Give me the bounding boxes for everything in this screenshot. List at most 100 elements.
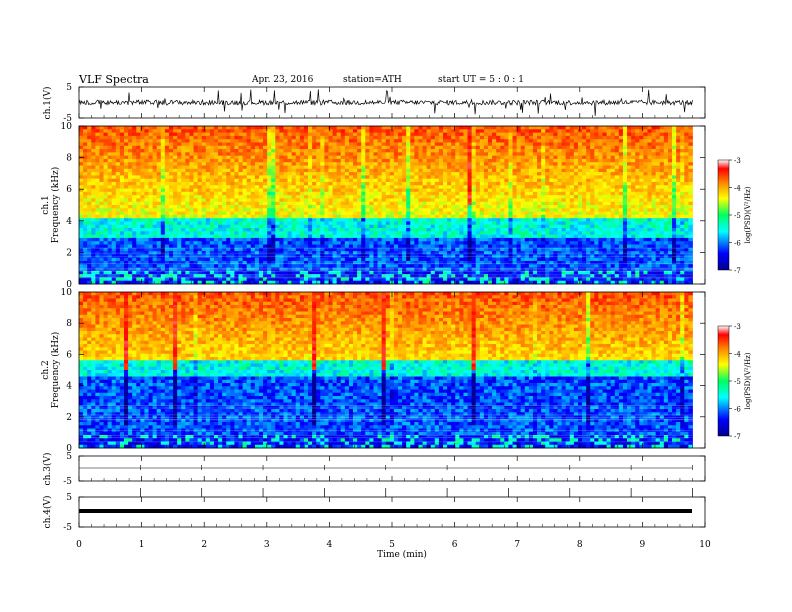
spectrogram-cell	[443, 247, 448, 252]
spectrogram-cell	[438, 247, 444, 252]
spectrogram-cell	[492, 126, 497, 130]
spectrogram-cell	[254, 135, 260, 140]
spectrogram-cell	[483, 264, 489, 268]
spectrogram-cell	[312, 142, 317, 147]
spectrogram-cell	[185, 181, 190, 186]
spectrogram-cell	[226, 267, 231, 272]
spectrogram-cell	[242, 152, 248, 157]
spectrogram-cell	[234, 145, 239, 150]
spectrogram-cell	[283, 168, 288, 173]
spectrogram-cell	[295, 165, 301, 170]
spectrogram-cell	[500, 260, 505, 265]
spectrogram-cell	[258, 244, 264, 249]
spectrogram-cell	[144, 195, 149, 199]
spectrogram-cell	[336, 165, 342, 170]
spectrogram-cell	[377, 172, 383, 176]
spectrogram-cell	[393, 214, 399, 219]
spectrogram-cell	[336, 274, 342, 278]
spectrogram-cell	[205, 132, 211, 137]
spectrogram-cell	[222, 267, 227, 272]
spectrogram-cell	[389, 152, 395, 157]
spectrogram-cell	[258, 280, 264, 285]
spectrogram-cell	[271, 277, 276, 282]
spectrogram-cell	[213, 264, 219, 268]
spectrogram-cell	[451, 175, 456, 180]
spectrogram-cell	[242, 257, 248, 262]
spectrogram-cell	[87, 185, 92, 189]
spectrogram-cell	[451, 237, 456, 242]
spectrogram-cell	[308, 211, 313, 216]
spectrogram-cell	[398, 274, 403, 278]
spectrogram-cell	[87, 205, 92, 209]
spectrogram-cell	[152, 280, 158, 285]
spectrogram-cell	[230, 214, 235, 219]
spectrogram-cell	[177, 228, 182, 232]
spectrogram-cell	[205, 188, 211, 193]
spectrogram-cell	[479, 139, 485, 143]
spectrogram-cell	[316, 165, 321, 170]
spectrogram-cell	[316, 257, 321, 262]
spectrogram-cell	[119, 231, 125, 236]
spectrogram-cell	[459, 270, 464, 275]
spectrogram-cell	[275, 198, 280, 203]
spectrogram-cell	[434, 162, 440, 166]
spectrogram-cell	[263, 195, 268, 199]
spectrogram-cell	[463, 181, 468, 186]
spectrogram-cell	[283, 237, 288, 242]
spectrogram-cell	[279, 181, 284, 186]
spectrogram-cell	[168, 158, 174, 163]
spectrogram-cell	[148, 149, 154, 153]
spectrogram-cell	[361, 188, 366, 193]
spectrogram-cell	[414, 221, 419, 226]
spectrogram-cell	[177, 126, 182, 130]
spectrogram-cell	[438, 260, 444, 265]
spectrogram-cell	[197, 237, 203, 242]
spectrogram-cell	[258, 126, 264, 130]
spectrogram-cell	[299, 251, 305, 255]
spectrogram-cell	[430, 254, 436, 259]
spectrogram-cell	[238, 178, 243, 183]
spectrogram-cell	[348, 218, 354, 222]
spectrogram-cell	[148, 152, 154, 157]
spectrogram-cell	[430, 158, 436, 163]
spectrogram-cell	[271, 224, 276, 229]
spectrogram-cell	[275, 158, 280, 163]
spectrogram-cell	[107, 129, 113, 133]
spectrogram-cell	[353, 270, 358, 275]
spectrogram-cell	[385, 172, 391, 176]
spectrogram-cell	[156, 132, 162, 137]
spectrogram-cell	[434, 254, 440, 259]
spectrogram-cell	[500, 247, 505, 252]
spectrogram-cell	[455, 195, 460, 199]
spectrogram-cell	[365, 234, 370, 239]
spectrogram-cell	[316, 126, 321, 130]
spectrogram-cell	[332, 152, 338, 157]
spectrogram-cell	[459, 129, 464, 133]
spectrogram-cell	[443, 198, 448, 203]
spectrogram-cell	[308, 185, 313, 189]
spectrogram-cell	[107, 155, 113, 160]
spectrogram-cell	[181, 188, 186, 193]
spectrogram-cell	[483, 155, 489, 160]
spectrogram-cell	[79, 237, 84, 242]
spectrogram-cell	[234, 244, 239, 249]
spectrogram-cell	[348, 168, 354, 173]
spectrogram-cell	[385, 126, 391, 130]
spectrogram-cell	[222, 260, 227, 265]
spectrogram-cell	[365, 280, 370, 285]
spectrogram-cell	[471, 205, 477, 209]
spectrogram-cell	[402, 224, 407, 229]
spectrogram-cell	[197, 168, 203, 173]
spectrogram-cell	[430, 178, 436, 183]
spectrogram-cell	[128, 165, 133, 170]
spectrogram-cell	[483, 185, 489, 189]
spectrogram-cell	[406, 132, 411, 137]
spectrogram-cell	[377, 142, 383, 147]
station-label: station=ATH	[343, 75, 402, 85]
spectrogram-cell	[406, 260, 411, 265]
spectrogram-cell	[365, 191, 370, 196]
spectrogram-cell	[279, 178, 284, 183]
spectrogram-cell	[377, 244, 383, 249]
spectrogram-cell	[455, 201, 460, 206]
spectrogram-cell	[213, 188, 219, 193]
